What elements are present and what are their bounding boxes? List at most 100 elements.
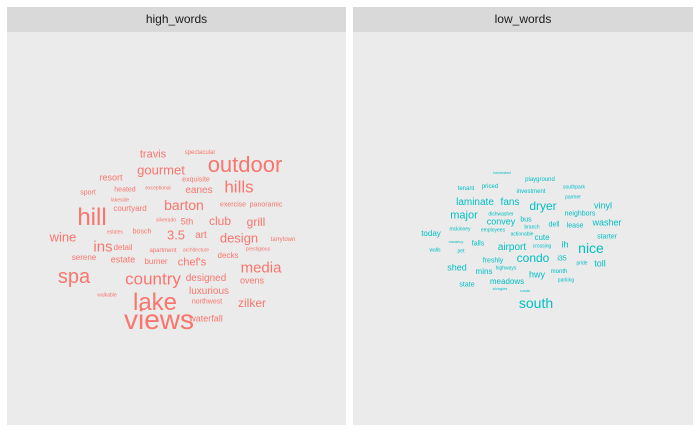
word-label: vacancy	[448, 239, 464, 244]
word-label: bosch	[132, 228, 152, 236]
facet-panel-low-words: low_words south nice condo dryer major airpor…	[353, 7, 693, 425]
word-label: harvested	[493, 170, 511, 175]
word-label: estate	[110, 254, 136, 265]
word-label: chef's	[177, 256, 207, 269]
word-label: month	[550, 269, 568, 275]
word-label: actionable	[510, 231, 534, 238]
word-label: neighbors	[564, 210, 596, 218]
word-label: lake	[132, 289, 178, 316]
word-label: 5th	[180, 216, 194, 227]
word-label: i35	[557, 255, 567, 263]
word-label: south	[518, 295, 554, 311]
word-label: design	[219, 230, 259, 246]
word-label: pet	[457, 248, 465, 255]
word-label: employees	[480, 227, 506, 234]
word-label: waterfall	[189, 313, 223, 324]
word-label: airport	[497, 242, 527, 253]
word-label: lakeside	[110, 197, 130, 204]
word-label: media	[240, 259, 282, 277]
word-label: designed	[185, 273, 227, 284]
word-label: burner	[144, 257, 168, 266]
word-label: crossing	[532, 243, 552, 250]
word-label: major	[450, 209, 478, 222]
word-label: exceptional	[145, 185, 171, 192]
word-label: estates	[106, 229, 124, 236]
word-label: zilker	[237, 296, 267, 310]
wordcloud-low-words: south nice condo dryer major airport fans lamin…	[353, 32, 693, 425]
word-label: ins	[93, 238, 113, 256]
word-label: gourmet	[137, 162, 185, 178]
word-label: sport	[80, 189, 96, 197]
word-label: heated	[114, 186, 136, 194]
word-label: lease	[566, 222, 584, 230]
word-label: apartment	[149, 248, 177, 254]
word-label: ovens	[239, 275, 265, 286]
word-label: toll	[594, 258, 606, 269]
word-label: wine	[49, 229, 77, 245]
word-label: tarrytown	[270, 237, 296, 243]
facet-panel-high-words: high_words views lake hill outdoor spa countr…	[7, 7, 346, 425]
word-label: washer	[592, 217, 622, 228]
word-label: architecture	[182, 247, 210, 254]
facet-strip-label: low_words	[353, 7, 693, 32]
word-label: tenant	[457, 186, 475, 192]
word-label: art	[195, 230, 207, 241]
word-label: shingles	[492, 286, 508, 291]
wordcloud-high-words: views lake hill outdoor spa country hills ins me…	[7, 32, 346, 425]
word-label: southpark	[563, 184, 585, 191]
word-label: barton	[164, 197, 204, 213]
word-label: hwy	[528, 269, 546, 280]
word-label: serene	[71, 253, 97, 262]
word-label: spectacular	[184, 150, 216, 156]
word-label: walkable	[97, 292, 117, 299]
word-label: parking	[557, 277, 575, 284]
word-label: starter	[597, 233, 617, 241]
word-label: northwest	[191, 298, 223, 306]
word-label: courtyard	[113, 204, 147, 213]
word-label: convey	[486, 216, 516, 227]
word-label: investment	[516, 189, 546, 195]
word-label: vinyl	[593, 200, 613, 211]
word-label: roads	[519, 288, 531, 293]
word-label: mins	[475, 267, 493, 276]
word-label: laminate	[456, 197, 494, 208]
word-label: views	[123, 304, 195, 335]
word-label: luxurious	[188, 286, 230, 297]
word-label: meadows	[489, 277, 525, 286]
word-label: grill	[246, 215, 266, 229]
word-label: eanes	[185, 185, 213, 196]
word-label: condo	[516, 251, 550, 265]
word-label: resort	[99, 172, 123, 183]
word-label: 3.5	[166, 227, 186, 243]
word-label: shed	[447, 262, 467, 273]
word-label: cute	[534, 233, 550, 242]
facet-strip-label: high_words	[7, 7, 346, 32]
word-label: club	[208, 214, 232, 228]
word-label: dishwasher	[488, 211, 514, 218]
word-label: today	[421, 229, 441, 238]
word-label: priced	[481, 184, 499, 190]
word-label: freshly	[482, 257, 504, 265]
word-label: decks	[217, 251, 239, 260]
word-label: playground	[525, 177, 555, 183]
word-label: state	[459, 281, 475, 289]
word-label: highways	[495, 265, 517, 272]
word-label: spa	[57, 266, 91, 288]
word-label: detail	[113, 243, 133, 252]
word-label: fans	[500, 197, 520, 208]
word-label: bus	[520, 216, 532, 224]
word-label: parmer	[565, 194, 581, 201]
word-label: exercise	[219, 201, 247, 209]
word-label: silverado	[155, 217, 177, 224]
word-label: ih	[561, 239, 569, 250]
word-label: dell	[548, 221, 560, 229]
word-label: walls	[429, 247, 441, 254]
word-label: hill	[77, 204, 107, 231]
word-label: nice	[578, 240, 604, 256]
word-label: branch	[524, 224, 540, 231]
word-label: dryer	[529, 199, 557, 213]
word-label: panoramic	[249, 201, 283, 209]
word-label: mckinney	[449, 226, 471, 233]
word-label: outdoor	[207, 152, 283, 177]
word-label: hills	[224, 177, 254, 197]
